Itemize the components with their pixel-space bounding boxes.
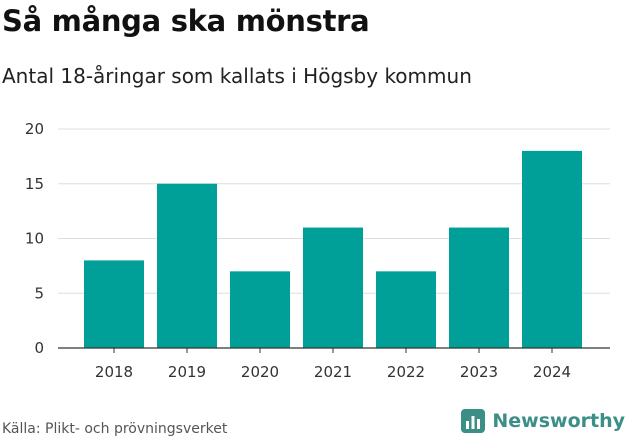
source-note: Källa: Plikt- och prövningsverket [2, 421, 228, 437]
y-tick-label: 20 [25, 120, 44, 138]
x-tick-label-2020: 2020 [241, 363, 279, 381]
bar-2019 [157, 183, 217, 348]
bar-chart: 0 5 10 15 20 2018 2019 2020 2021 2022 2023 2024 [25, 120, 610, 381]
x-tick-label-2021: 2021 [314, 363, 352, 381]
brand-name: Newsworthy [492, 410, 625, 432]
x-tick-label-2024: 2024 [533, 363, 571, 381]
bar-2020 [230, 271, 290, 348]
x-tick-label-2019: 2019 [168, 363, 206, 381]
y-tick-label: 10 [25, 230, 44, 248]
x-tick-label-2018: 2018 [95, 363, 133, 381]
x-axis-tick-labels: 2018 2019 2020 2021 2022 2023 2024 [95, 348, 571, 381]
bar-2018 [84, 260, 144, 348]
chart-subtitle: Antal 18-åringar som kallats i Högsby ko… [2, 64, 472, 88]
bars [84, 150, 582, 348]
brand-logo[interactable]: Newsworthy [460, 408, 625, 434]
bar-2021 [303, 227, 363, 348]
bar-2023 [449, 227, 509, 348]
bar-2024 [522, 150, 582, 348]
y-tick-label: 5 [34, 284, 44, 302]
chart-title: Så många ska mönstra [2, 4, 370, 38]
y-tick-label: 0 [34, 339, 44, 357]
bar-chart-logo-icon [461, 409, 486, 433]
y-axis-tick-labels: 0 5 10 15 20 [25, 120, 44, 357]
x-tick-label-2022: 2022 [387, 363, 425, 381]
y-tick-label: 15 [25, 175, 44, 193]
bar-2022 [376, 271, 436, 348]
x-tick-label-2023: 2023 [460, 363, 498, 381]
